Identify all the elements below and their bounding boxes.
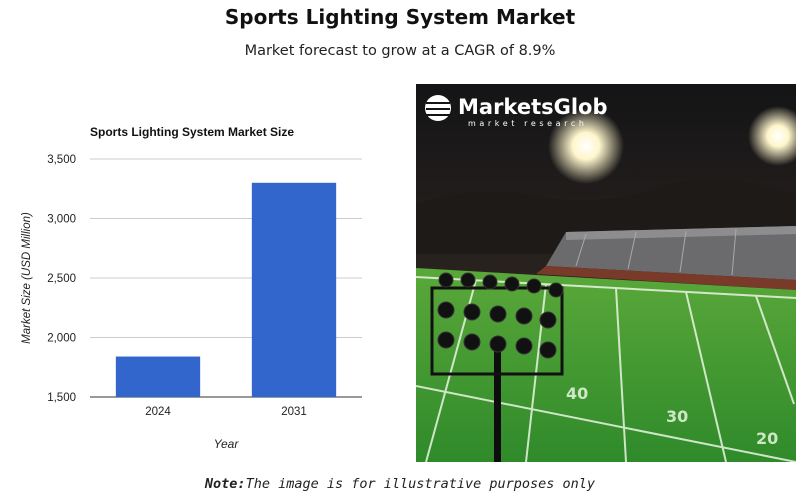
stadium-lighting-photo: 40 30 20 MarketsGlob market research (416, 84, 796, 462)
x-axis-title: Year (214, 437, 240, 451)
page-subtitle: Market forecast to grow at a CAGR of 8.9… (244, 43, 556, 59)
chart-title: Sports Lighting System Market Size (90, 125, 294, 139)
y-tick-label: 3,000 (47, 214, 76, 226)
x-tick-label: 2031 (281, 406, 307, 418)
note-text: The image is for illustrative purposes o… (245, 476, 596, 492)
note-label: Note: (204, 476, 246, 492)
svg-text:40: 40 (566, 384, 588, 403)
bar-2031 (251, 182, 337, 397)
svg-text:20: 20 (756, 429, 778, 448)
y-tick-label: 3,500 (47, 154, 76, 166)
floodlight-glow (548, 108, 624, 184)
illustration-footnote: Note:The image is for illustrative purpo… (0, 476, 800, 492)
market-size-chart: Sports Lighting System Market Size 1,500… (21, 125, 362, 451)
page-title: Sports Lighting System Market (224, 5, 576, 29)
y-tick-label: 2,000 (47, 333, 76, 345)
bar-2024 (115, 356, 201, 397)
x-tick-label: 2024 (145, 406, 171, 418)
x-axis-ticks: 2024 2031 (145, 406, 307, 418)
y-tick-label: 1,500 (47, 392, 76, 404)
floodlight-glow (748, 106, 796, 166)
y-axis-title: Market Size (USD Million) (21, 212, 33, 344)
logo-tagline: market research (468, 119, 588, 128)
chart-bars (115, 182, 337, 397)
logo-brand: MarketsGlob (458, 95, 608, 119)
svg-text:30: 30 (666, 407, 688, 426)
y-axis-ticks: 1,500 2,000 2,500 3,000 3,500 (47, 154, 76, 404)
y-tick-label: 2,500 (47, 273, 76, 285)
stadium-illustration: 40 30 20 MarketsGlob market research (416, 84, 796, 462)
marketsglob-logo: MarketsGlob market research (425, 95, 608, 128)
